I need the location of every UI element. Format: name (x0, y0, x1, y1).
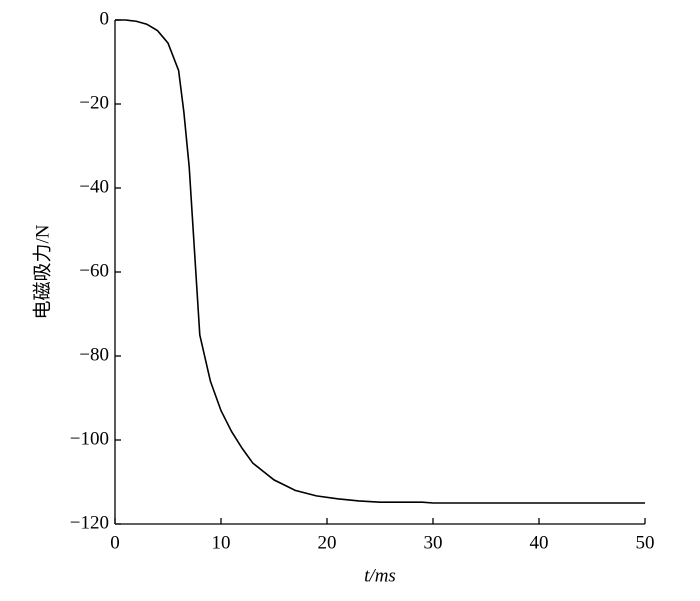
line-series (115, 19, 645, 504)
x-tick-label: 0 (110, 532, 120, 553)
x-axis-label: t/ms (364, 565, 396, 586)
y-tick-label: −60 (79, 260, 109, 281)
y-axis-label: 电磁吸力/N (31, 224, 53, 319)
x-tick-label: 40 (530, 532, 549, 553)
y-tick-label: 0 (100, 8, 110, 29)
x-tick-label: 50 (636, 532, 655, 553)
y-tick-label: −80 (79, 344, 109, 365)
x-tick-label: 30 (424, 532, 443, 553)
y-tick-label: −20 (79, 92, 109, 113)
x-tick-label: 10 (212, 532, 231, 553)
y-tick-label: −120 (70, 512, 109, 533)
x-tick-label: 20 (318, 532, 337, 553)
y-tick-label: −100 (70, 428, 109, 449)
y-tick-label: −40 (79, 176, 109, 197)
